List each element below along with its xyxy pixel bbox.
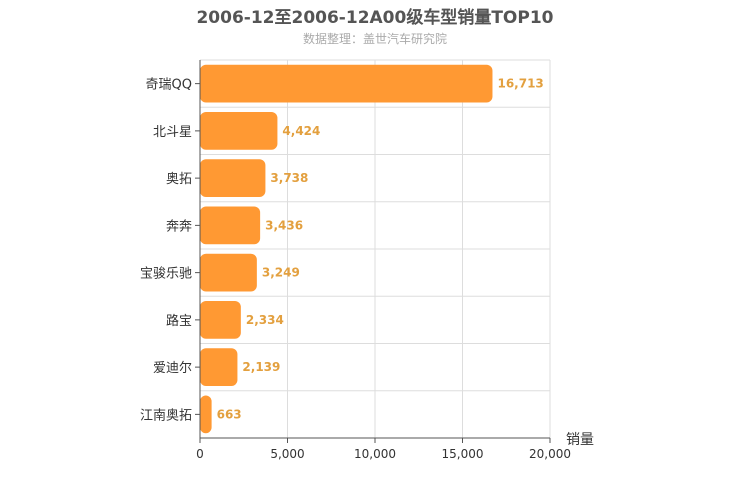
chart-title: 2006-12至2006-12A00级车型销量TOP10 [196, 8, 554, 28]
grid-lines [200, 59, 551, 439]
bar-value-label: 2,139 [242, 360, 280, 374]
bar-value-label: 3,738 [270, 171, 308, 185]
bar-value-label: 4,424 [282, 124, 320, 138]
bar-value-label: 3,436 [265, 218, 303, 232]
category-label: 宝骏乐驰 [140, 267, 192, 282]
bars [200, 64, 493, 434]
bar [200, 348, 238, 387]
x-tick-label: 20,000 [529, 447, 571, 461]
category-label: 奇瑞QQ [146, 77, 192, 93]
axes [195, 60, 551, 443]
labels: 16,713 4,424 3,738 3,436 3,249 2,334 2,139 663 奇… [140, 77, 594, 461]
x-tick-label: 10,000 [354, 447, 396, 461]
category-label: 江南奥拓 [140, 407, 192, 423]
bar [200, 206, 261, 245]
bar-value-label: 3,249 [262, 266, 300, 280]
bar [200, 159, 266, 198]
bar [200, 300, 241, 339]
bar [200, 395, 212, 434]
bar-value-label: 16,713 [497, 77, 543, 91]
bar [200, 253, 257, 292]
x-tick-label: 5,000 [270, 447, 304, 461]
bar [200, 111, 278, 150]
chart-subtitle: 数据整理：盖世汽车研究院 [302, 32, 447, 46]
category-label: 奥拓 [166, 172, 192, 187]
category-label: 爱迪尔 [153, 361, 192, 376]
bar [200, 64, 493, 103]
bar-value-label: 663 [217, 407, 242, 421]
x-axis-label: 销量 [566, 432, 594, 448]
x-tick-label: 15,000 [442, 447, 484, 461]
category-label: 路宝 [166, 313, 192, 329]
category-label: 北斗星 [153, 125, 192, 140]
x-tick-label: 0 [196, 447, 204, 461]
bar-value-label: 2,334 [246, 313, 284, 327]
category-label: 奔奔 [166, 219, 192, 234]
